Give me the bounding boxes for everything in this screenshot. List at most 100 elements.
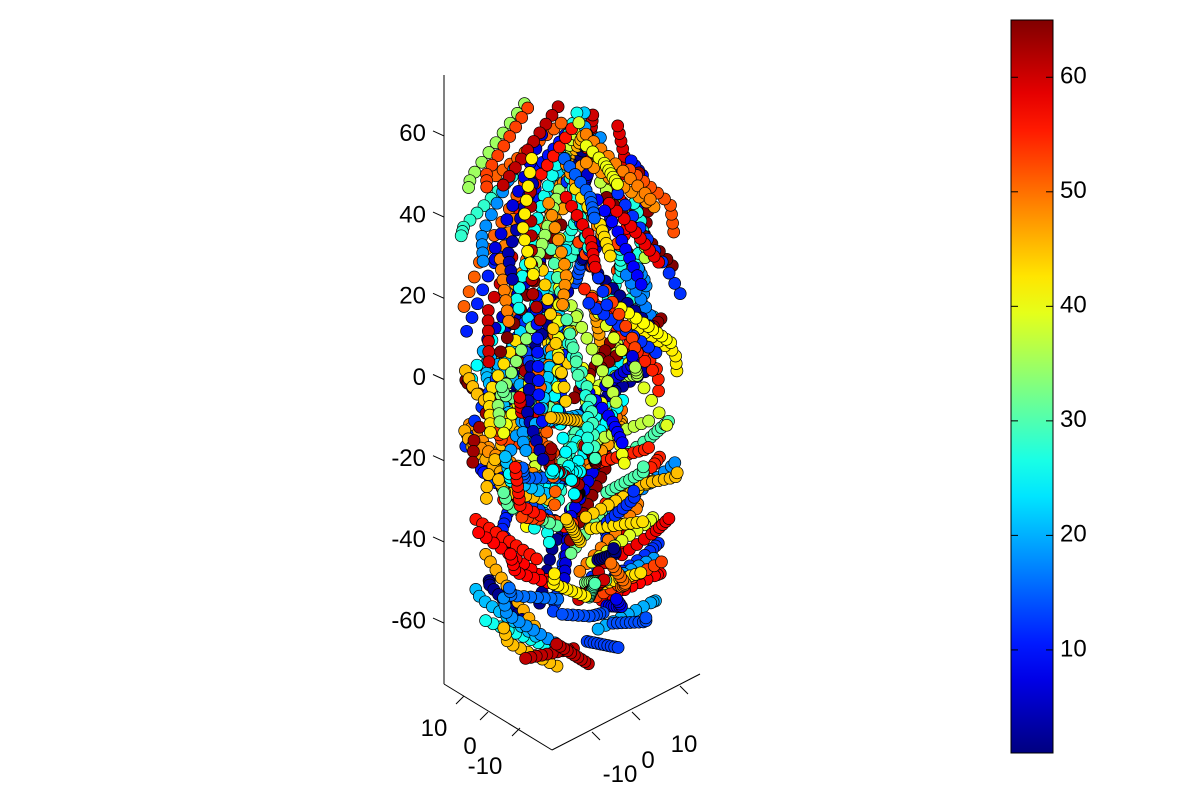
scatter-point [531, 345, 545, 359]
scatter-point [555, 366, 568, 380]
colorbar-tick-label: 10 [1060, 635, 1087, 662]
scatter-point [500, 331, 514, 345]
y-tick-mark [631, 711, 641, 721]
scatter-point [480, 180, 494, 194]
scatter-point [541, 293, 555, 306]
scatter-point [488, 453, 502, 466]
scatter-point [610, 592, 623, 606]
scatter-point [476, 283, 490, 297]
scatter-point [462, 285, 476, 299]
scatter-point [504, 547, 517, 561]
scatter-point [591, 622, 605, 636]
scatter-point [590, 353, 604, 367]
scatter-point [513, 390, 526, 404]
scatter-point [567, 487, 581, 501]
scatter-point [490, 196, 504, 210]
scatter-point [467, 434, 481, 447]
scatter-point [491, 149, 505, 162]
scatter-points [454, 97, 687, 673]
z-tick-mark [432, 211, 445, 218]
scatter-point [607, 331, 621, 345]
scatter-point [559, 394, 573, 408]
scatter-point [521, 179, 535, 193]
scatter-point [607, 542, 620, 555]
scatter-point [564, 547, 578, 560]
scatter-point [552, 351, 565, 365]
scatter-point [565, 199, 578, 213]
scatter-point [565, 473, 578, 487]
z-tick-label: 20 [399, 283, 426, 310]
scatter-point [652, 406, 666, 420]
z-tick-mark [432, 292, 445, 299]
scatter-point [646, 363, 659, 377]
scatter-point [532, 402, 546, 416]
scatter-point [544, 307, 557, 321]
z-tick-label: 0 [413, 364, 426, 391]
scatter-point [533, 126, 547, 140]
scatter-point [516, 221, 530, 235]
scatter-point [582, 296, 596, 310]
scatter-point [492, 473, 505, 486]
scatter-point [482, 468, 495, 481]
scatter-point [536, 453, 550, 466]
scatter-point [573, 565, 587, 578]
scatter-point [559, 131, 572, 145]
y-tick-label: 0 [641, 747, 654, 774]
scatter-point [476, 254, 490, 268]
scatter-point [609, 395, 623, 409]
scatter-point [627, 484, 641, 498]
scatter-point [628, 360, 642, 374]
scatter-point [533, 313, 547, 327]
scatter-point [600, 298, 614, 312]
scatter-point [670, 466, 684, 480]
scatter-point [545, 209, 559, 222]
scatter-point [601, 375, 615, 389]
scatter-point [531, 360, 545, 373]
scatter-point [526, 268, 540, 281]
scatter-point [465, 311, 479, 324]
z-tick-mark [432, 536, 445, 543]
scatter-point [508, 461, 522, 474]
scatter-point [460, 324, 473, 338]
scatter-point [596, 364, 609, 378]
scatter-point [588, 211, 601, 225]
scatter-point [566, 341, 580, 355]
colorbar-tick-label: 60 [1060, 63, 1087, 90]
scatter-point [506, 199, 520, 212]
scatter-point [526, 287, 540, 301]
scatter-point [479, 614, 492, 627]
scatter-point [471, 297, 484, 311]
scatter-point [553, 140, 566, 154]
scatter-point [530, 300, 543, 314]
scatter-point [467, 270, 481, 284]
colorbar-tick-label: 20 [1060, 521, 1087, 548]
scatter-point [596, 285, 610, 298]
scatter-point [611, 177, 624, 191]
y-axis-line [551, 673, 701, 751]
scatter-point [502, 314, 516, 328]
scatter-point [572, 116, 586, 130]
z-tick-label: 40 [399, 201, 426, 228]
scatter-point [540, 158, 554, 172]
scatter-point [520, 332, 533, 346]
scatter-point [480, 480, 494, 494]
scatter-point [543, 553, 556, 567]
scatter-point [539, 117, 553, 131]
scatter-point [611, 119, 625, 133]
scatter-point [457, 300, 471, 313]
scatter-point [603, 249, 617, 263]
scatter-point [485, 208, 498, 221]
scatter-point [532, 374, 545, 387]
scatter-point [642, 414, 656, 428]
scatter-point [636, 515, 650, 529]
scatter-point [579, 510, 593, 524]
scatter-point [592, 271, 605, 285]
scatter-point [660, 418, 674, 432]
scatter-point [470, 358, 484, 372]
scatter-point [619, 319, 633, 333]
scatter-point [637, 381, 651, 395]
scatter-point [559, 512, 573, 526]
scatter-point [636, 460, 650, 474]
